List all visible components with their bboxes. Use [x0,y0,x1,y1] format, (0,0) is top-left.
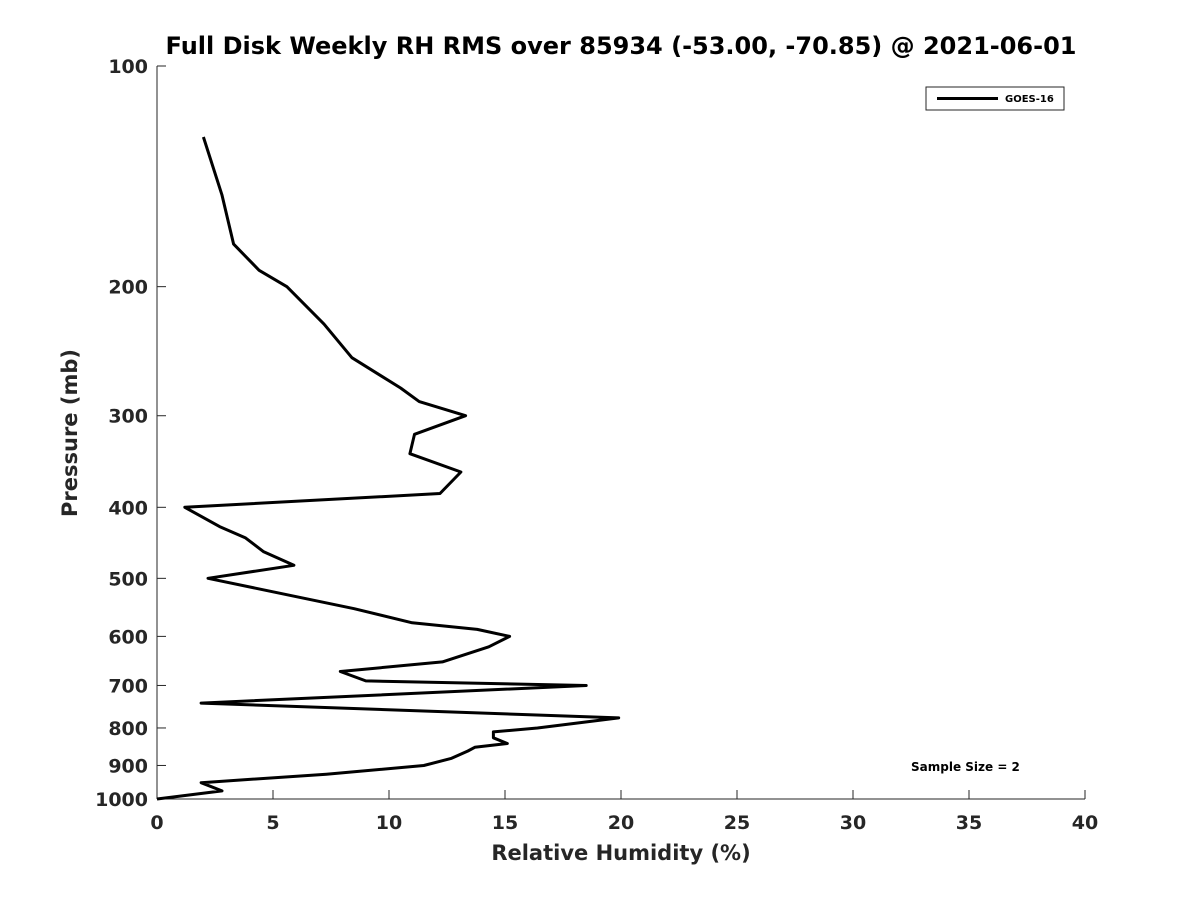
x-tick-label: 25 [724,812,750,834]
y-tick-label: 400 [108,497,148,519]
y-tick-label: 500 [108,568,148,590]
y-tick-label: 200 [108,277,148,299]
series-line-goes-16 [156,136,621,801]
y-tick-label: 300 [108,406,148,428]
x-axis-label: Relative Humidity (%) [491,841,750,865]
y-ticks: 100 200 300 400 500 600 700 800 900 1000 [95,56,166,811]
x-tick-label: 40 [1072,812,1098,834]
y-tick-label: 900 [108,755,148,777]
y-tick-label: 600 [108,626,148,648]
legend-label-goes16: GOES-16 [1005,94,1054,105]
y-tick-label: 800 [108,718,148,740]
sample-size-annotation: Sample Size = 2 [911,760,1020,774]
x-tick-label: 15 [492,812,518,834]
x-tick-label: 20 [608,812,634,834]
y-axis-label: Pressure (mb) [58,349,82,517]
y-tick-label: 700 [108,675,148,697]
x-tick-label: 5 [266,812,279,834]
y-tick-label: 1000 [95,789,148,811]
series-group [156,136,621,801]
x-tick-label: 10 [376,812,402,834]
x-tick-label: 0 [150,812,163,834]
legend: GOES-16 [925,86,1065,111]
plot-axes [156,66,1085,800]
y-tick-label: 100 [108,56,148,78]
x-tick-label: 30 [840,812,866,834]
x-ticks: 0 5 10 15 20 25 30 35 40 [150,790,1098,834]
x-tick-label: 35 [956,812,982,834]
chart-title: Full Disk Weekly RH RMS over 85934 (-53.… [166,32,1077,60]
